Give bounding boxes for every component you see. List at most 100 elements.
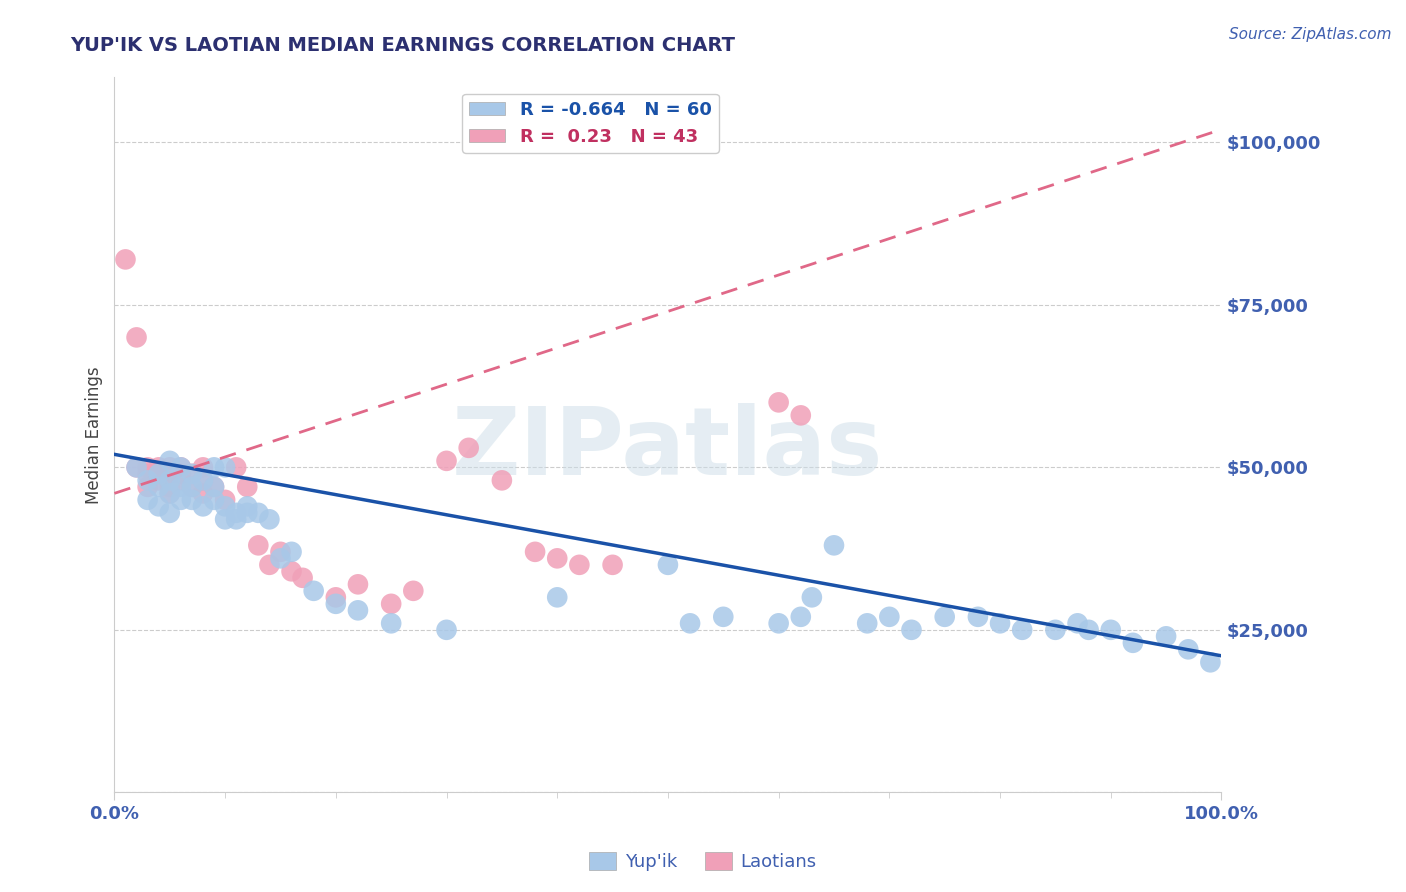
Point (225, 506, 247, 520)
Point (136, 467, 159, 481)
Point (214, 500, 236, 514)
Point (180, 480, 202, 494)
Point (159, 506, 181, 520)
Point (148, 467, 170, 481)
Point (148, 500, 170, 514)
Point (170, 492, 193, 507)
Point (768, 616, 790, 631)
Point (491, 474, 513, 488)
Point (247, 538, 270, 552)
Point (790, 610, 813, 624)
Point (125, 330, 148, 344)
Point (148, 474, 170, 488)
Point (236, 500, 259, 514)
Point (125, 460, 148, 475)
Text: YUP'IK VS LAOTIAN MEDIAN EARNINGS CORRELATION CHART: YUP'IK VS LAOTIAN MEDIAN EARNINGS CORREL… (70, 36, 735, 54)
Point (325, 597, 347, 611)
Point (602, 558, 624, 572)
Legend: Yup'ik, Laotians: Yup'ik, Laotians (582, 845, 824, 879)
Point (159, 467, 181, 481)
Point (259, 512, 281, 526)
Point (402, 583, 425, 598)
Point (191, 474, 214, 488)
Point (768, 395, 790, 409)
Point (1122, 636, 1144, 650)
Point (347, 603, 370, 617)
Point (879, 610, 901, 624)
Point (679, 616, 702, 631)
Point (180, 480, 202, 494)
Point (214, 512, 236, 526)
Point (1045, 623, 1067, 637)
Point (524, 545, 547, 559)
Point (302, 583, 325, 598)
Point (1066, 616, 1088, 631)
Point (291, 571, 314, 585)
Point (247, 506, 270, 520)
Point (225, 512, 247, 526)
Point (967, 610, 990, 624)
Point (1077, 623, 1099, 637)
Point (457, 441, 479, 455)
Point (1177, 642, 1199, 657)
Point (114, 252, 136, 267)
Point (148, 480, 170, 494)
Point (823, 538, 845, 552)
Point (170, 460, 193, 475)
Point (236, 506, 259, 520)
Point (436, 623, 458, 637)
Point (214, 492, 236, 507)
Point (325, 591, 347, 605)
Point (280, 565, 302, 579)
Point (136, 474, 159, 488)
Point (1154, 629, 1177, 643)
Legend: R = -0.664   N = 60, R =  0.23   N = 43: R = -0.664 N = 60, R = 0.23 N = 43 (463, 94, 718, 153)
Point (159, 486, 181, 500)
Point (159, 460, 181, 475)
Point (180, 467, 202, 481)
Point (159, 474, 181, 488)
Point (136, 460, 159, 475)
Point (159, 486, 181, 500)
Point (159, 454, 181, 468)
Point (180, 467, 202, 481)
Point (236, 480, 259, 494)
Point (259, 558, 281, 572)
Point (657, 558, 679, 572)
Point (170, 474, 193, 488)
Point (800, 591, 823, 605)
Point (856, 616, 879, 631)
Point (269, 551, 291, 566)
Point (148, 467, 170, 481)
Point (202, 492, 225, 507)
Point (191, 474, 214, 488)
Point (170, 480, 193, 494)
Point (170, 460, 193, 475)
Point (1199, 656, 1222, 670)
Text: Source: ZipAtlas.com: Source: ZipAtlas.com (1229, 27, 1392, 42)
Point (1099, 623, 1122, 637)
Point (136, 492, 159, 507)
Point (214, 460, 236, 475)
Point (280, 545, 302, 559)
Y-axis label: Median Earnings: Median Earnings (86, 366, 103, 504)
Point (202, 480, 225, 494)
Point (436, 454, 458, 468)
Point (380, 616, 402, 631)
Point (191, 460, 214, 475)
Point (711, 610, 734, 624)
Point (202, 460, 225, 475)
Point (790, 409, 813, 423)
Point (170, 467, 193, 481)
Point (568, 558, 591, 572)
Point (1011, 623, 1033, 637)
Point (191, 486, 214, 500)
Point (546, 551, 568, 566)
Point (988, 616, 1011, 631)
Point (202, 480, 225, 494)
Point (380, 597, 402, 611)
Point (136, 480, 159, 494)
Point (900, 623, 922, 637)
Point (180, 492, 202, 507)
Point (347, 577, 370, 591)
